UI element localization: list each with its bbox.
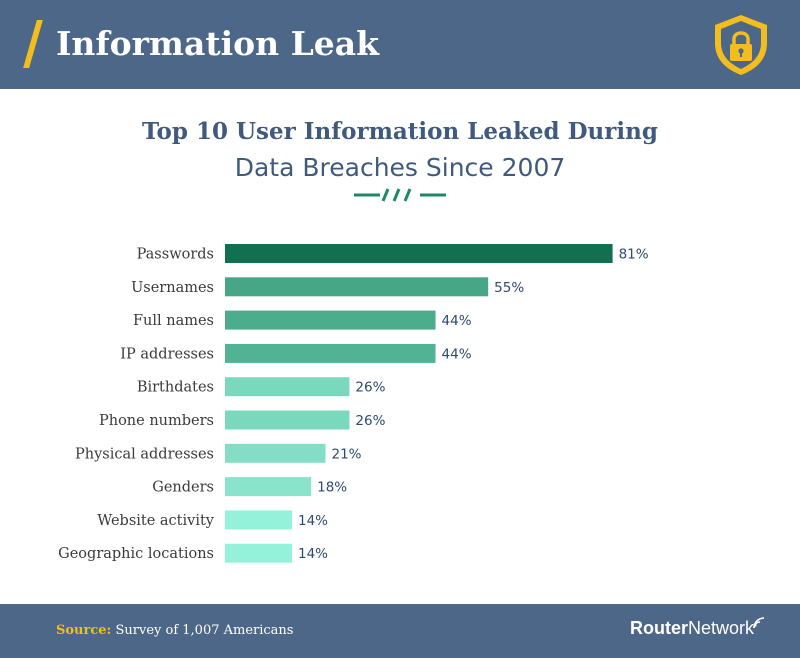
value-label: 55% — [494, 280, 524, 296]
category-label: Phone numbers — [99, 413, 214, 429]
category-label: Geographic locations — [58, 546, 214, 562]
value-label: 18% — [317, 480, 347, 496]
category-label: Genders — [152, 480, 214, 496]
value-label: 26% — [355, 380, 385, 396]
bar — [225, 244, 613, 263]
category-label: Usernames — [131, 280, 214, 296]
bar — [225, 377, 350, 397]
value-label: 44% — [442, 313, 472, 329]
source-note: Source: Survey of 1,007 Americans — [56, 623, 293, 638]
bar — [225, 477, 312, 497]
header-title: Information Leak — [56, 24, 380, 63]
value-label: 44% — [442, 346, 472, 362]
category-label: IP addresses — [120, 346, 214, 362]
bar — [225, 443, 326, 463]
brand-strong: Router — [629, 618, 688, 638]
category-label: Physical addresses — [75, 446, 214, 462]
wifi-signal-icon — [753, 617, 765, 629]
bar — [225, 410, 350, 430]
chart-title: Top 10 User Information Leaked During — [142, 118, 658, 145]
brand-light: Network — [687, 618, 754, 638]
value-label: 14% — [298, 513, 328, 529]
source-label: Source: — [56, 623, 112, 638]
chart-subtitle: Data Breaches Since 2007 — [234, 153, 566, 182]
bar-chart: Passwords 81% Usernames 55% Full names 44% IP … — [58, 244, 649, 563]
source-text: Survey of 1,007 Americans — [111, 623, 294, 638]
shield-lock-icon — [715, 15, 767, 75]
category-label: Passwords — [137, 247, 214, 263]
category-label: Birthdates — [137, 380, 214, 396]
value-label: 21% — [331, 446, 361, 462]
value-label: 26% — [355, 413, 385, 429]
decorative-divider — [354, 188, 446, 202]
value-label: 14% — [298, 546, 328, 562]
category-label: Website activity — [97, 513, 215, 529]
value-label: 81% — [619, 247, 649, 263]
header-banner: Information Leak — [0, 0, 800, 89]
bar — [225, 277, 489, 297]
brand-logo: RouterNetwork — [630, 618, 754, 639]
bar — [225, 310, 436, 330]
bar — [225, 543, 292, 563]
bar — [225, 510, 292, 530]
bar — [225, 343, 436, 363]
accent-slash — [23, 20, 43, 68]
category-label: Full names — [133, 313, 214, 329]
footer-bar: Source: Survey of 1,007 Americans Router… — [0, 604, 800, 658]
